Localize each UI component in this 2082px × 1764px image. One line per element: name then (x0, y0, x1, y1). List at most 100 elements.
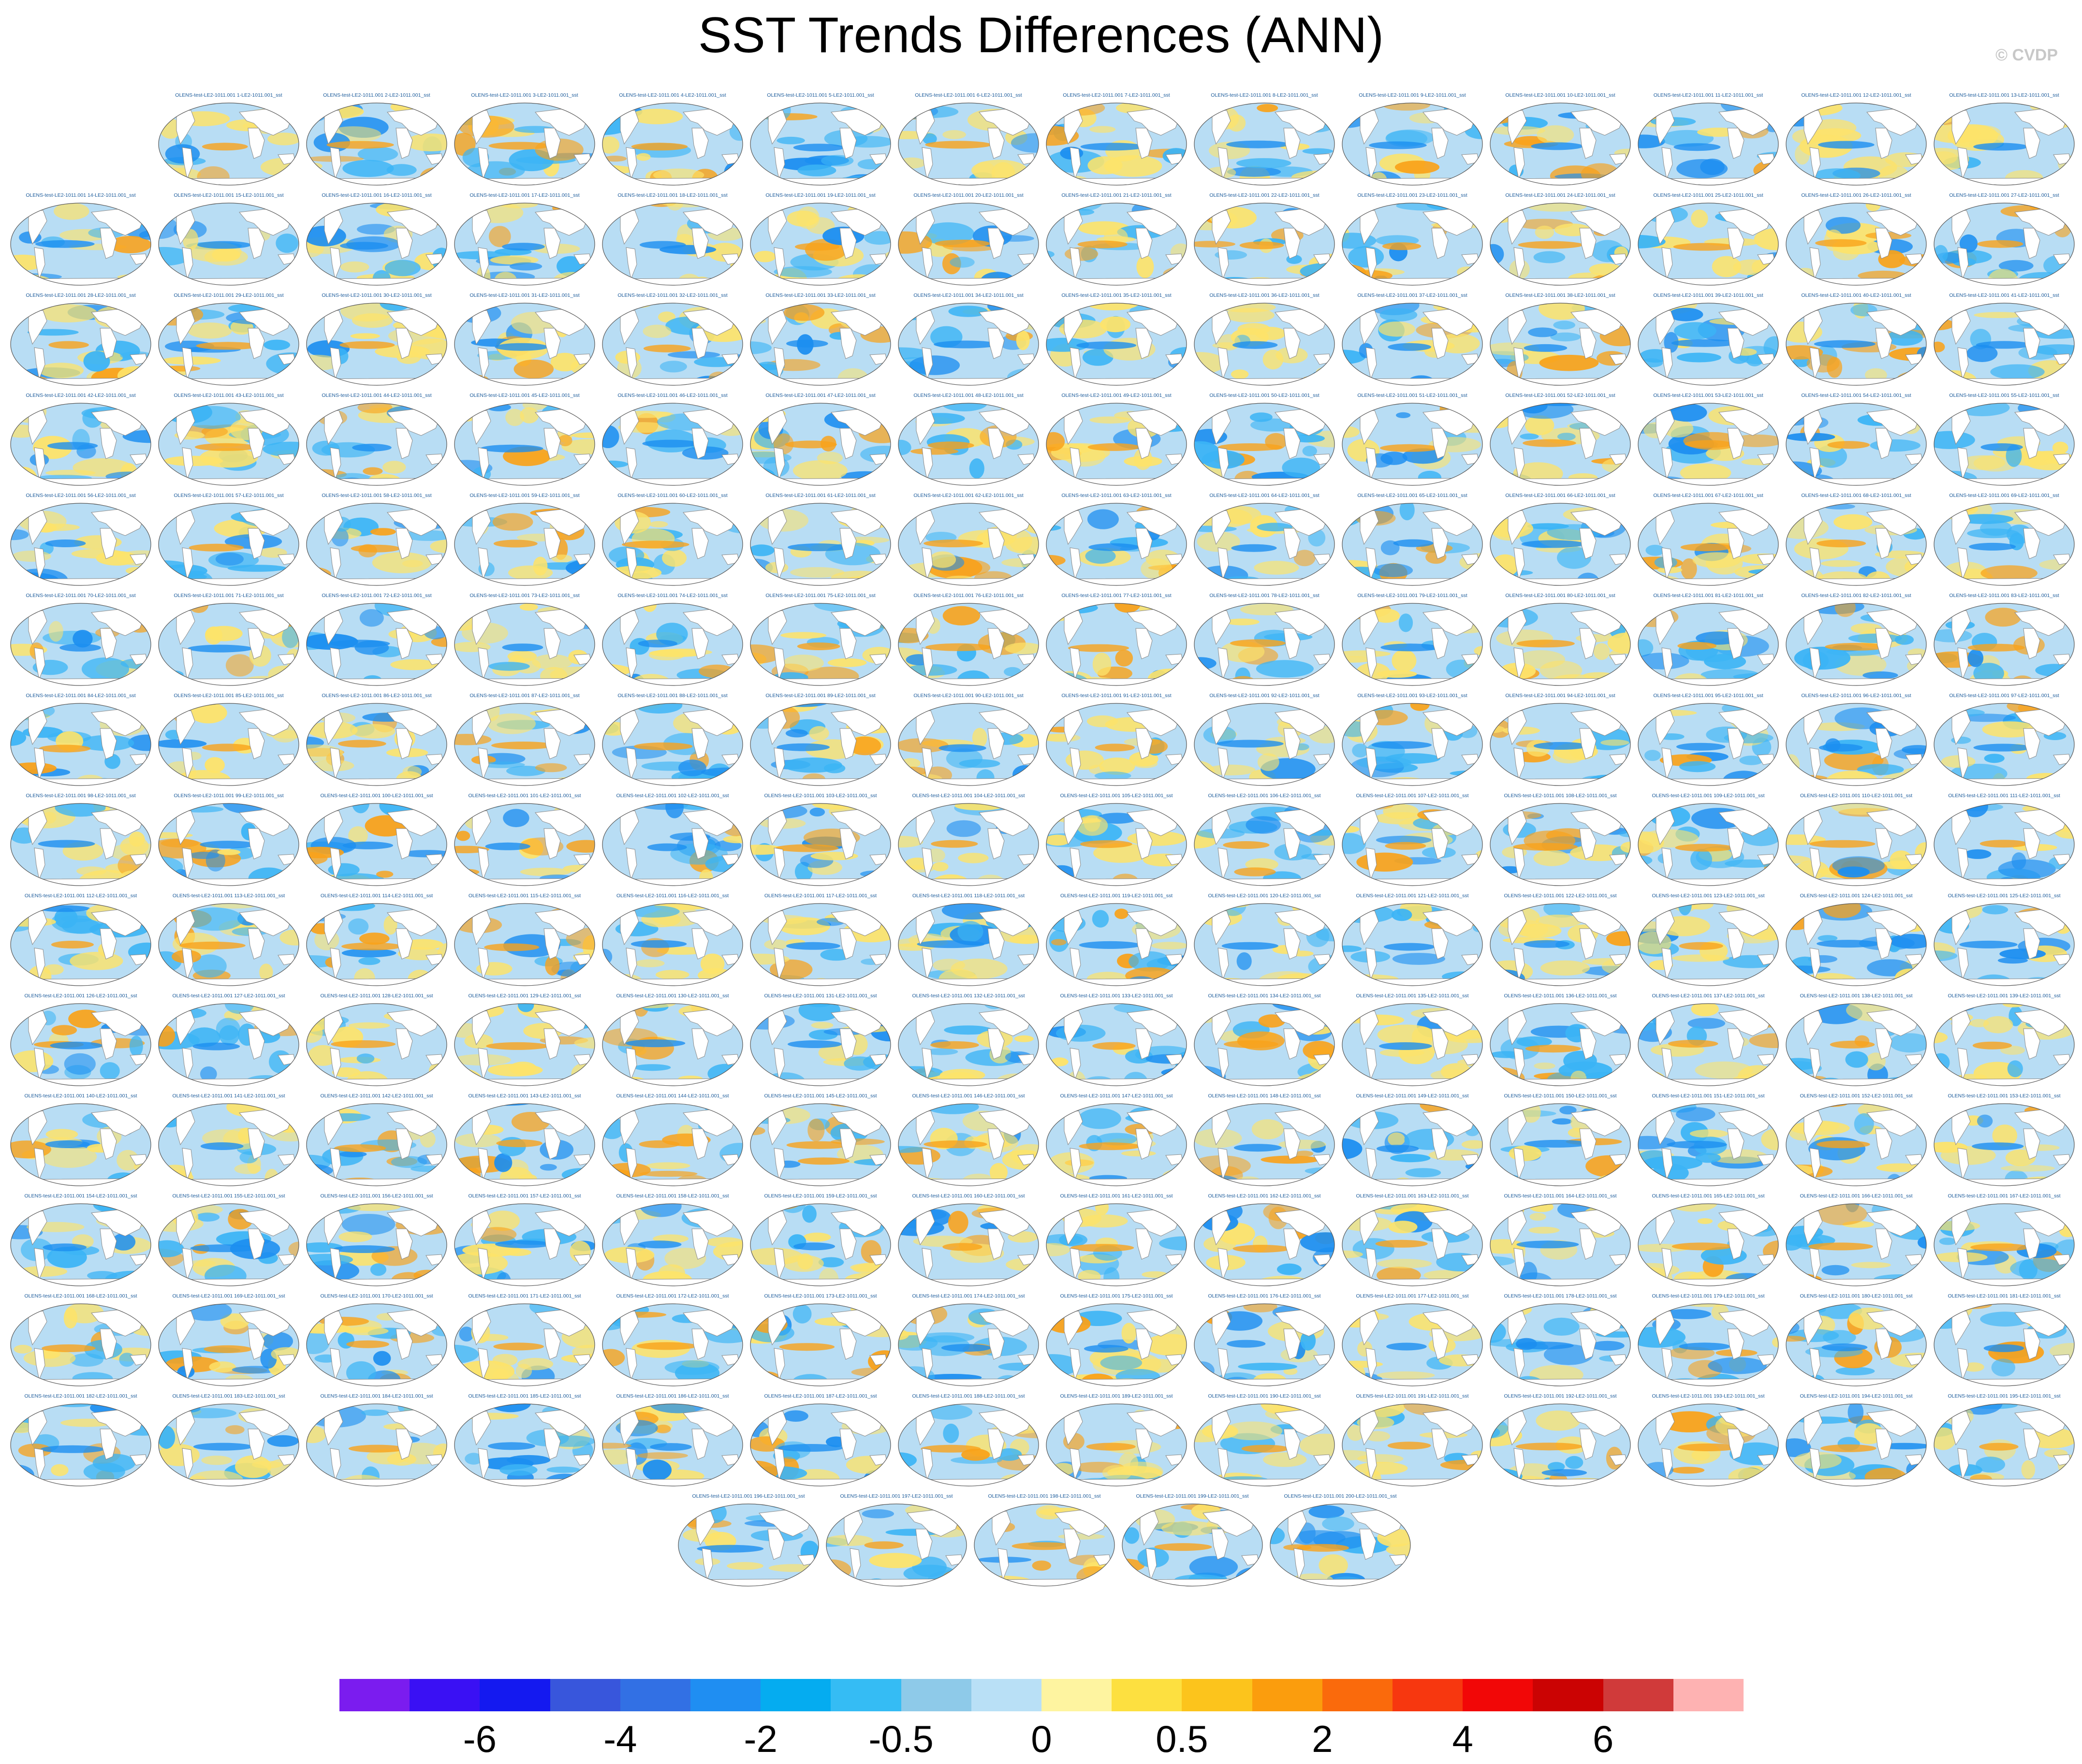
map-panel: OLENS-test-LE2-1011.001 146-LE2-1011.001… (896, 1093, 1041, 1189)
map-panel: OLENS-test-LE2-1011.001 107-LE2-1011.001… (1340, 792, 1485, 889)
panel-label: OLENS-test-LE2-1011.001 116-LE2-1011.001… (616, 893, 729, 899)
map-panel: OLENS-test-LE2-1011.001 71-LE2-1011.001_… (156, 592, 301, 689)
panel-label: OLENS-test-LE2-1011.001 23-LE2-1011.001_… (1357, 192, 1467, 198)
global-sst-map (10, 803, 151, 886)
map-panel: OLENS-test-LE2-1011.001 89-LE2-1011.001_… (748, 692, 893, 789)
global-sst-map (454, 703, 595, 786)
panel-label: OLENS-test-LE2-1011.001 109-LE2-1011.001… (1652, 793, 1765, 799)
global-sst-map (454, 1303, 595, 1386)
global-sst-map (158, 1003, 299, 1086)
global-sst-map (750, 102, 891, 186)
panel-label: OLENS-test-LE2-1011.001 25-LE2-1011.001_… (1653, 192, 1763, 198)
map-panel: OLENS-test-LE2-1011.001 145-LE2-1011.001… (748, 1093, 893, 1189)
chart-title: SST Trends Differences (ANN) (698, 7, 1384, 63)
panel-label: OLENS-test-LE2-1011.001 55-LE2-1011.001_… (1949, 393, 2059, 398)
map-panel: OLENS-test-LE2-1011.001 121-LE2-1011.001… (1340, 892, 1485, 989)
map-panel: OLENS-test-LE2-1011.001 184-LE2-1011.001… (304, 1393, 449, 1489)
map-panel: OLENS-test-LE2-1011.001 97-LE2-1011.001_… (1932, 692, 2077, 789)
global-sst-map (602, 1203, 743, 1286)
global-sst-map (1786, 503, 1927, 586)
global-sst-map (1934, 203, 2075, 286)
map-panel: OLENS-test-LE2-1011.001 19-LE2-1011.001_… (748, 192, 893, 289)
panel-label: OLENS-test-LE2-1011.001 118-LE2-1011.001… (912, 893, 1025, 899)
map-panel: OLENS-test-LE2-1011.001 143-LE2-1011.001… (452, 1093, 597, 1189)
panel-label: OLENS-test-LE2-1011.001 8-LE2-1011.001_s… (1211, 92, 1318, 98)
global-sst-map (306, 303, 447, 386)
panel-label: OLENS-test-LE2-1011.001 90-LE2-1011.001_… (913, 693, 1024, 699)
map-panel: OLENS-test-LE2-1011.001 155-LE2-1011.001… (156, 1193, 301, 1289)
colorbar-swatch (831, 1679, 902, 1711)
panel-label: OLENS-test-LE2-1011.001 189-LE2-1011.001… (1060, 1393, 1173, 1399)
global-sst-map (1046, 1003, 1187, 1086)
panel-label: OLENS-test-LE2-1011.001 163-LE2-1011.001… (1356, 1193, 1469, 1199)
panel-label: OLENS-test-LE2-1011.001 133-LE2-1011.001… (1060, 993, 1173, 999)
map-panel: OLENS-test-LE2-1011.001 27-LE2-1011.001_… (1932, 192, 2077, 289)
panel-label: OLENS-test-LE2-1011.001 153-LE2-1011.001… (1948, 1093, 2061, 1099)
panel-label: OLENS-test-LE2-1011.001 51-LE2-1011.001_… (1357, 393, 1467, 398)
global-sst-map (454, 603, 595, 686)
map-panels-grid: OLENS-test-LE2-1011.001 1-LE2-1011.001_s… (8, 92, 2077, 1587)
panel-label: OLENS-test-LE2-1011.001 103-LE2-1011.001… (764, 793, 877, 799)
global-sst-map (1638, 1103, 1779, 1186)
panel-label: OLENS-test-LE2-1011.001 78-LE2-1011.001_… (1209, 593, 1320, 598)
map-panel: OLENS-test-LE2-1011.001 125-LE2-1011.001… (1932, 892, 2077, 989)
panel-label: OLENS-test-LE2-1011.001 16-LE2-1011.001_… (322, 192, 432, 198)
colorbar-swatch (1463, 1679, 1533, 1711)
global-sst-map (1490, 503, 1631, 586)
global-sst-map (306, 1303, 447, 1386)
map-panel: OLENS-test-LE2-1011.001 112-LE2-1011.001… (8, 892, 153, 989)
map-panel: OLENS-test-LE2-1011.001 48-LE2-1011.001_… (896, 392, 1041, 489)
map-panel: OLENS-test-LE2-1011.001 70-LE2-1011.001_… (8, 592, 153, 689)
map-panel: OLENS-test-LE2-1011.001 14-LE2-1011.001_… (8, 192, 153, 289)
map-panel: OLENS-test-LE2-1011.001 30-LE2-1011.001_… (304, 292, 449, 389)
panel-label: OLENS-test-LE2-1011.001 18-LE2-1011.001_… (617, 192, 728, 198)
global-sst-map (898, 1303, 1039, 1386)
map-panel: OLENS-test-LE2-1011.001 54-LE2-1011.001_… (1784, 392, 1929, 489)
panel-label: OLENS-test-LE2-1011.001 132-LE2-1011.001… (912, 993, 1025, 999)
panel-label: OLENS-test-LE2-1011.001 73-LE2-1011.001_… (469, 593, 580, 598)
map-panel: OLENS-test-LE2-1011.001 111-LE2-1011.001… (1932, 792, 2077, 889)
map-panel: OLENS-test-LE2-1011.001 183-LE2-1011.001… (156, 1393, 301, 1489)
colorbar-swatch (1322, 1679, 1393, 1711)
panel-label: OLENS-test-LE2-1011.001 178-LE2-1011.001… (1504, 1293, 1617, 1299)
map-panel: OLENS-test-LE2-1011.001 176-LE2-1011.001… (1192, 1293, 1337, 1389)
global-sst-map (750, 703, 891, 786)
panel-label: OLENS-test-LE2-1011.001 44-LE2-1011.001_… (322, 393, 432, 398)
map-panel: OLENS-test-LE2-1011.001 49-LE2-1011.001_… (1044, 392, 1189, 489)
global-sst-map (1786, 603, 1927, 686)
panel-label: OLENS-test-LE2-1011.001 146-LE2-1011.001… (912, 1093, 1025, 1099)
map-panel: OLENS-test-LE2-1011.001 173-LE2-1011.001… (748, 1293, 893, 1389)
global-sst-map (1934, 1203, 2075, 1286)
panel-label: OLENS-test-LE2-1011.001 77-LE2-1011.001_… (1061, 593, 1172, 598)
global-sst-map (1046, 503, 1187, 586)
map-panel: OLENS-test-LE2-1011.001 133-LE2-1011.001… (1044, 992, 1189, 1089)
panel-label: OLENS-test-LE2-1011.001 19-LE2-1011.001_… (765, 192, 876, 198)
global-sst-map (1046, 102, 1187, 186)
map-panel: OLENS-test-LE2-1011.001 85-LE2-1011.001_… (156, 692, 301, 789)
map-panel: OLENS-test-LE2-1011.001 129-LE2-1011.001… (452, 992, 597, 1089)
global-sst-map (1194, 803, 1335, 886)
map-panel: OLENS-test-LE2-1011.001 161-LE2-1011.001… (1044, 1193, 1189, 1289)
panel-label: OLENS-test-LE2-1011.001 39-LE2-1011.001_… (1653, 292, 1763, 298)
panel-label: OLENS-test-LE2-1011.001 108-LE2-1011.001… (1504, 793, 1617, 799)
colorbar-swatch (480, 1679, 551, 1711)
panel-label: OLENS-test-LE2-1011.001 67-LE2-1011.001_… (1653, 493, 1763, 498)
global-sst-map (10, 903, 151, 986)
global-sst-map (1342, 303, 1483, 386)
panel-label: OLENS-test-LE2-1011.001 190-LE2-1011.001… (1208, 1393, 1321, 1399)
panel-label: OLENS-test-LE2-1011.001 81-LE2-1011.001_… (1653, 593, 1763, 598)
panel-label: OLENS-test-LE2-1011.001 7-LE2-1011.001_s… (1063, 92, 1170, 98)
map-panel: OLENS-test-LE2-1011.001 77-LE2-1011.001_… (1044, 592, 1189, 689)
global-sst-map (1934, 703, 2075, 786)
panel-label: OLENS-test-LE2-1011.001 2-LE2-1011.001_s… (323, 92, 430, 98)
panel-label: OLENS-test-LE2-1011.001 115-LE2-1011.001… (468, 893, 581, 899)
global-sst-map (602, 603, 743, 686)
colorbar-tick-label: -2 (744, 1718, 777, 1760)
global-sst-map (454, 303, 595, 386)
global-sst-map (10, 203, 151, 286)
map-panel: OLENS-test-LE2-1011.001 50-LE2-1011.001_… (1192, 392, 1337, 489)
global-sst-map (158, 603, 299, 686)
map-panel: OLENS-test-LE2-1011.001 69-LE2-1011.001_… (1932, 492, 2077, 589)
global-sst-map (158, 503, 299, 586)
map-panel: OLENS-test-LE2-1011.001 115-LE2-1011.001… (452, 892, 597, 989)
